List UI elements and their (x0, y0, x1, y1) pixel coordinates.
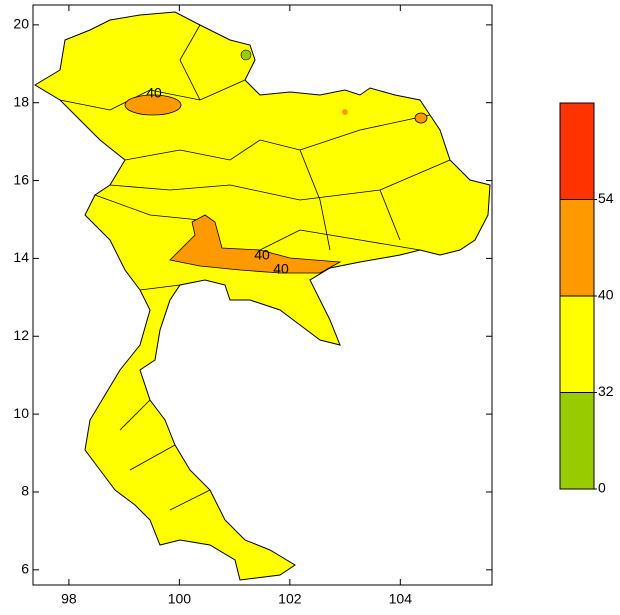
x-tick-label: 100 (168, 591, 192, 607)
contour-label: 40 (254, 247, 270, 263)
colorbar-segment (559, 392, 595, 490)
contour-fill (240, 49, 252, 61)
y-tick-label: 18 (13, 93, 29, 109)
colorbar-label: 54 (598, 190, 614, 206)
land (34, 11, 491, 581)
x-tick-label: 102 (278, 591, 302, 607)
contour-label: 40 (273, 261, 289, 277)
colorbar-segment (559, 102, 595, 200)
x-tick-label: 98 (61, 591, 77, 607)
y-tick-label: 16 (13, 171, 29, 187)
contour-label: 40 (146, 85, 162, 101)
province-lines (59, 24, 451, 511)
contour-fill (169, 214, 342, 274)
colorbar-label: 32 (598, 383, 614, 399)
y-tick-label: 20 (13, 16, 29, 32)
contour-fill (414, 112, 428, 124)
y-tick-label: 6 (21, 561, 29, 577)
y-tick-label: 10 (13, 405, 29, 421)
colorbar-label: 0 (598, 480, 606, 496)
colorbar-label: 40 (598, 287, 614, 303)
x-tick-label: 104 (389, 591, 413, 607)
y-tick-label: 12 (13, 327, 29, 343)
y-tick-label: 8 (21, 483, 29, 499)
colorbar-segment (559, 295, 595, 393)
contour-fill (124, 94, 182, 116)
contour-fill (342, 109, 348, 115)
colorbar-segment (559, 199, 595, 297)
y-tick-label: 14 (13, 249, 29, 265)
